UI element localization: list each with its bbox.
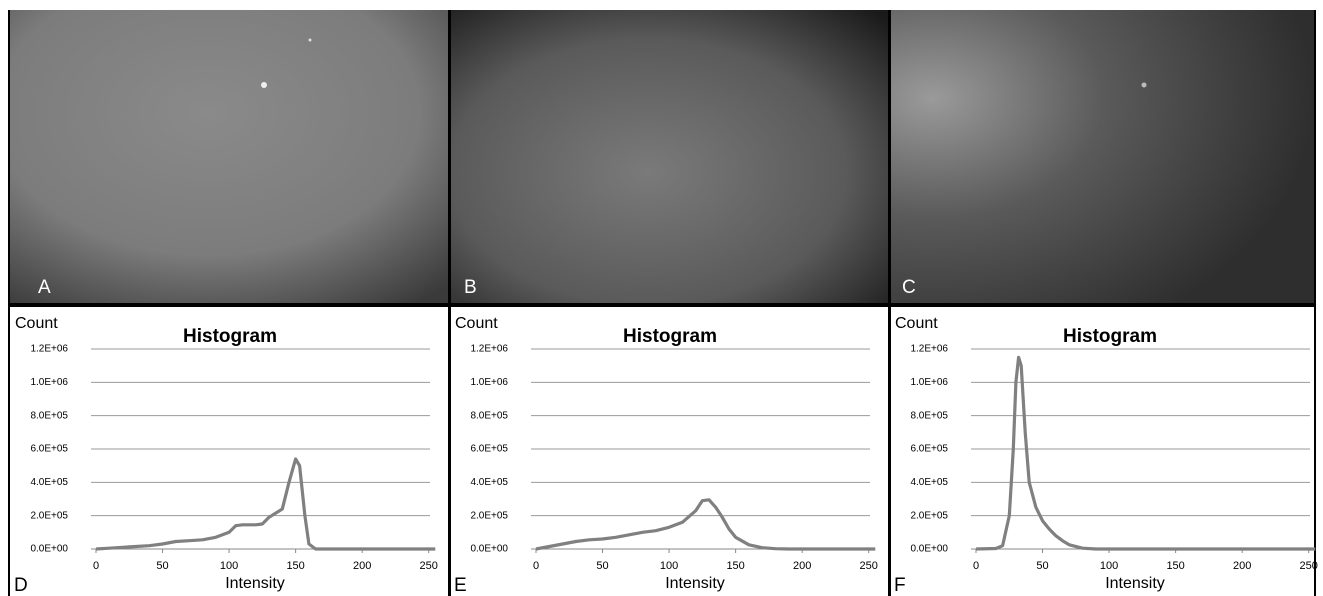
x-tick-label: 50: [596, 560, 608, 572]
x-axis-label: Intensity: [665, 575, 725, 592]
micrograph: [450, 10, 890, 305]
x-axis-label: Intensity: [225, 575, 285, 592]
y-tick-label: 2.0E+05: [910, 510, 948, 521]
separator: [448, 10, 451, 596]
margin: [0, 0, 1323, 10]
x-tick-label: 50: [1036, 560, 1048, 572]
y-tick-label: 1.0E+06: [470, 377, 508, 388]
x-tick-label: 250: [1300, 560, 1318, 572]
x-tick-label: 250: [420, 560, 438, 572]
speck: [1141, 82, 1147, 88]
x-tick-label: 0: [533, 560, 539, 572]
x-tick-label: 200: [793, 560, 811, 572]
y-tick-label: 6.0E+05: [30, 444, 68, 455]
y-tick-label: 2.0E+05: [470, 510, 508, 521]
y-tick-label: 1.2E+06: [470, 344, 508, 355]
y-tick-label: 6.0E+05: [470, 444, 508, 455]
x-tick-label: 150: [286, 560, 304, 572]
y-tick-label: 1.0E+06: [30, 377, 68, 388]
y-tick-label: 1.2E+06: [30, 344, 68, 355]
x-tick-label: 100: [660, 560, 678, 572]
x-tick-label: 200: [1233, 560, 1251, 572]
panel-label: E: [454, 575, 467, 596]
panel-label: F: [894, 575, 906, 596]
y-tick-label: 6.0E+05: [910, 444, 948, 455]
y-tick-label: 1.2E+06: [910, 344, 948, 355]
histogram-line: [975, 355, 1316, 551]
x-tick-label: 0: [973, 560, 979, 572]
micrograph: [10, 10, 450, 305]
x-tick-label: 200: [353, 560, 371, 572]
x-tick-label: 50: [156, 560, 168, 572]
x-tick-label: 250: [860, 560, 878, 572]
separator: [1314, 10, 1316, 596]
y-tick-label: 4.0E+05: [30, 477, 68, 488]
chart-title: Histogram: [183, 326, 277, 347]
x-tick-label: 150: [726, 560, 744, 572]
histogram-line: [95, 457, 436, 551]
y-tick-label: 1.0E+06: [910, 377, 948, 388]
y-axis-label: Count: [895, 315, 938, 332]
y-tick-label: 2.0E+05: [30, 510, 68, 521]
histogram-line: [535, 498, 876, 551]
y-tick-label: 8.0E+05: [30, 410, 68, 421]
x-tick-label: 100: [220, 560, 238, 572]
y-tick-label: 0.0E+00: [910, 544, 948, 555]
y-axis-label: Count: [455, 315, 498, 332]
y-tick-label: 4.0E+05: [910, 477, 948, 488]
y-tick-label: 4.0E+05: [470, 477, 508, 488]
chart-title: Histogram: [1063, 326, 1157, 347]
x-tick-label: 100: [1100, 560, 1118, 572]
x-tick-label: 0: [93, 560, 99, 572]
panel-label: A: [38, 277, 51, 298]
separator: [10, 303, 1315, 307]
x-tick-label: 150: [1166, 560, 1184, 572]
y-axis-label: Count: [15, 315, 58, 332]
micrograph: [890, 10, 1315, 305]
y-tick-label: 0.0E+00: [470, 544, 508, 555]
chart-title: Histogram: [623, 326, 717, 347]
panel-label: B: [464, 277, 477, 298]
y-tick-label: 8.0E+05: [910, 410, 948, 421]
separator: [8, 10, 10, 596]
panel-label: C: [902, 277, 916, 298]
speck: [308, 38, 312, 42]
separator: [888, 10, 891, 596]
x-axis-label: Intensity: [1105, 575, 1165, 592]
speck: [261, 82, 267, 88]
y-tick-label: 8.0E+05: [470, 410, 508, 421]
panel-label: D: [14, 575, 28, 596]
y-tick-label: 0.0E+00: [30, 544, 68, 555]
